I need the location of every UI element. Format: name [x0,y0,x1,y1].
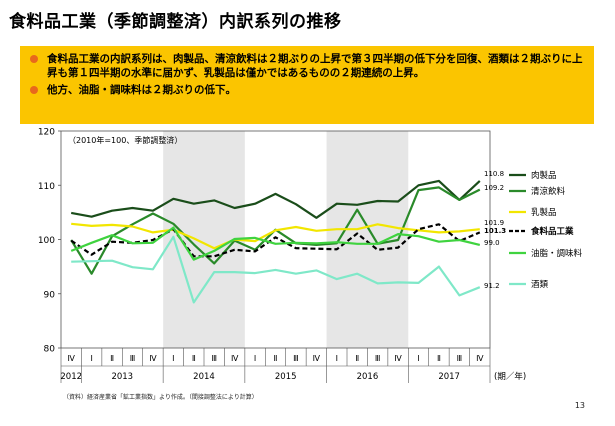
x-tick-label: Ⅱ [355,354,359,363]
y-tick-label: 110 [38,182,55,192]
x-tick-label: Ⅲ [211,354,217,363]
source-note: （資料）経済産業省「鉱工業指数」より作成。（間接調整法により計算） [63,394,258,401]
legend-label: 食料品工業 [531,226,574,237]
x-tick-label: Ⅲ [130,354,136,363]
y-tick-label: 90 [44,290,56,300]
x-tick-label: Ⅰ [336,354,338,363]
x-tick-label: Ⅳ [476,354,484,363]
x-tick-label: Ⅰ [90,354,92,363]
year-shade-band [163,131,245,348]
x-tick-label: Ⅳ [149,354,157,363]
year-label: 2012 [60,372,82,382]
series-line [70,223,481,258]
year-label: 2015 [275,372,297,382]
series-end-label: 109.2 [484,184,504,192]
x-tick-label: Ⅰ [254,354,256,363]
legend-label: 酒類 [531,279,549,290]
series-end-label: 99.0 [484,239,500,247]
bullet-dot-icon [30,55,38,63]
year-label: 2013 [111,372,133,382]
y-tick-label: 80 [44,345,56,355]
x-tick-label: Ⅰ [172,354,174,363]
x-axis-unit-label: (期／年) [494,371,526,382]
x-tick-label: Ⅲ [457,354,463,363]
x-tick-label: Ⅱ [110,354,114,363]
summary-bullet-text: 食料品工業の内訳系列は、肉製品、清涼飲料は２期ぶりの上昇で第３四半期の低下分を回… [47,53,583,79]
x-tick-label: Ⅱ [192,354,196,363]
series-end-label: 91.2 [484,282,500,290]
series-line [70,179,481,219]
page-title: 食料品工業（季節調整済）内訳系列の推移 [9,12,342,32]
x-tick-label: Ⅱ [437,354,441,363]
x-tick-label: Ⅲ [375,354,381,363]
series-line [70,226,481,261]
chart-annotation: （2010年=100、季節調整済） [68,135,182,145]
series-end-label: 101.3 [484,227,506,235]
legend-label: 肉製品 [531,170,557,181]
series-line [71,235,481,304]
year-label: 2016 [357,372,379,382]
legend-label: 乳製品 [531,207,557,218]
x-tick-label: Ⅳ [68,354,76,363]
summary-bullet: 他方、油脂・調味料は２期ぶりの低下。 [28,83,586,97]
series-end-label: 101.9 [484,219,504,227]
summary-bullet: 食料品工業の内訳系列は、肉製品、清涼飲料は２期ぶりの上昇で第３四半期の低下分を回… [28,52,586,80]
legend-label: 清涼飲料 [531,186,566,197]
x-tick-label: Ⅳ [231,354,239,363]
year-label: 2017 [438,372,460,382]
page-number: 13 [574,401,585,410]
summary-bullet-text: 他方、油脂・調味料は２期ぶりの低下。 [47,84,236,96]
legend-label: 油脂・調味料 [531,248,583,259]
x-tick-label: Ⅳ [313,354,321,363]
series-end-label: 110.8 [484,170,504,178]
series-line [71,222,480,250]
x-tick-label: Ⅱ [274,354,278,363]
x-tick-label: Ⅰ [417,354,419,363]
year-label: 2014 [193,372,215,382]
summary-box: 食料品工業の内訳系列は、肉製品、清涼飲料は２期ぶりの上昇で第３四半期の低下分を回… [20,46,594,124]
x-tick-label: Ⅲ [293,354,299,363]
x-tick-label: Ⅳ [394,354,402,363]
bullet-dot-icon [30,86,38,94]
y-tick-label: 100 [38,236,55,246]
y-tick-label: 120 [38,128,55,138]
